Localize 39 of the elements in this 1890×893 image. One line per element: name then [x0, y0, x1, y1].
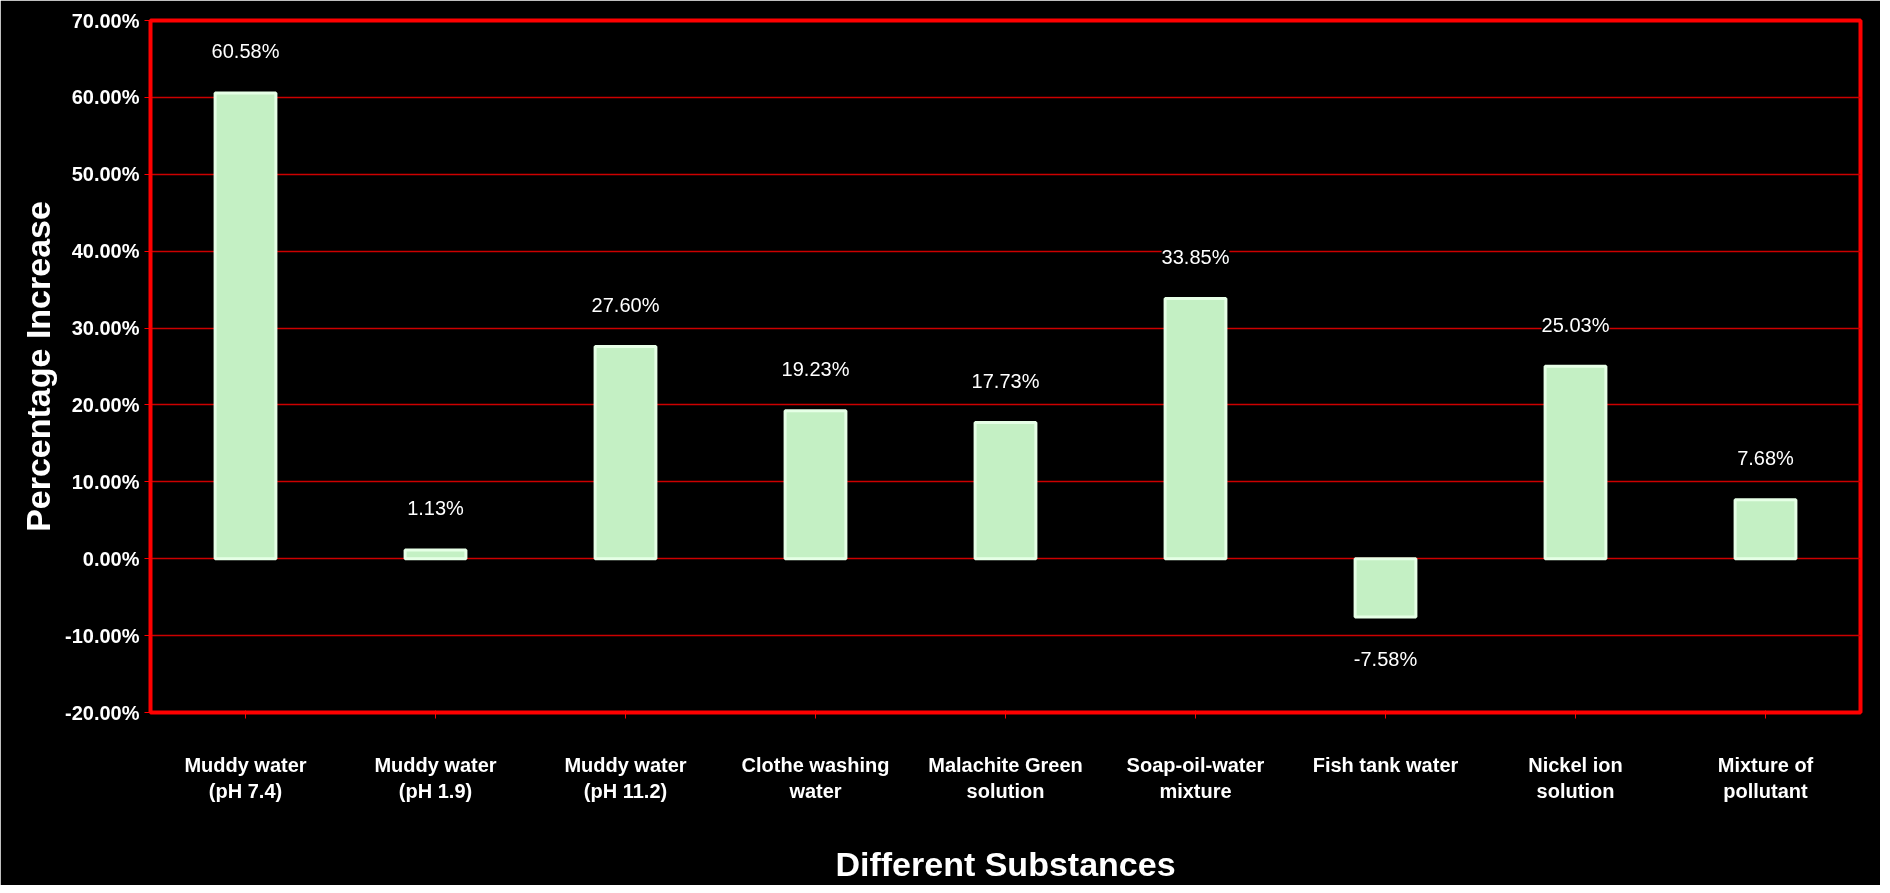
- x-tick-label: Muddy water (pH 11.2): [564, 753, 687, 802]
- data-label: 1.13%: [407, 497, 465, 520]
- x-tick-label: Clothe washing water: [741, 753, 890, 802]
- bar: [783, 409, 848, 561]
- data-label: 19.23%: [781, 358, 850, 381]
- data-label: 60.58%: [211, 40, 280, 63]
- x-axis-title: Different Substances: [835, 844, 1176, 883]
- data-label: -7.58%: [1353, 647, 1418, 670]
- y-tick-label: 0.00%: [82, 547, 140, 570]
- y-tick-label: 50.00%: [71, 163, 140, 186]
- y-tick-label: -20.00%: [65, 701, 140, 724]
- bar: [403, 548, 468, 561]
- y-axis-title: Percentage Increase: [19, 201, 58, 532]
- data-label: 33.85%: [1161, 245, 1230, 268]
- y-tick-label: 20.00%: [71, 393, 140, 416]
- x-tick-label: Muddy water (pH 7.4): [184, 753, 307, 802]
- x-tick-label: Nickel ion solution: [1528, 753, 1623, 802]
- data-label: 25.03%: [1541, 313, 1610, 336]
- bar: [213, 91, 278, 561]
- y-tick-label: -10.00%: [65, 624, 140, 647]
- data-label: 27.60%: [591, 293, 660, 316]
- bar: [593, 345, 658, 561]
- data-label: 17.73%: [971, 369, 1040, 392]
- y-tick-label: 10.00%: [71, 470, 140, 493]
- y-tick-label: 70.00%: [71, 9, 140, 32]
- x-tick-label: Muddy water (pH 1.9): [374, 753, 497, 802]
- bar: [1733, 498, 1798, 561]
- x-tick-label: Soap-oil-water mixture: [1126, 753, 1265, 802]
- bar: [1163, 296, 1228, 561]
- bar: [1353, 557, 1418, 619]
- x-tick-label: Malachite Green solution: [928, 753, 1083, 802]
- y-tick-label: 30.00%: [71, 317, 140, 340]
- x-tick-label: Fish tank water: [1312, 753, 1459, 776]
- y-tick-label: 60.00%: [71, 86, 140, 109]
- y-tick-label: 40.00%: [71, 240, 140, 263]
- data-label: 7.68%: [1737, 446, 1795, 469]
- bar: [1543, 364, 1608, 561]
- bar: [973, 420, 1038, 561]
- x-tick-label: Mixture of pollutant: [1717, 753, 1814, 802]
